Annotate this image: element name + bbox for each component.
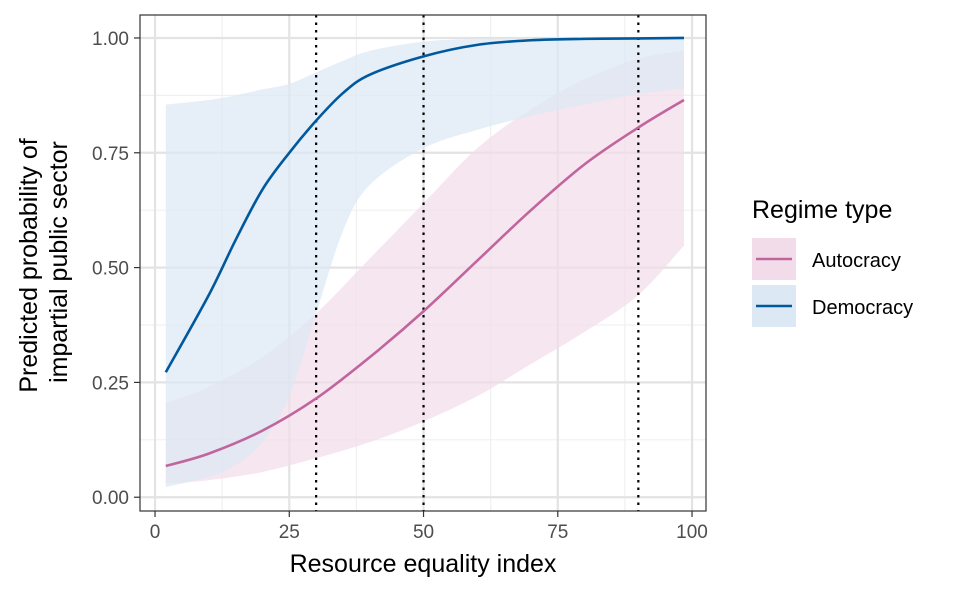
x-tick-label-0: 0	[150, 522, 161, 543]
legend-item-autocracy: Autocracy	[752, 238, 901, 280]
x-axis-title: Resource equality index	[290, 550, 557, 578]
x-tick-label-2: 50	[413, 522, 434, 543]
x-tick-label-4: 100	[676, 522, 708, 543]
y-axis-title-line-2: impartial public sector	[45, 141, 73, 383]
confidence-bands	[165, 37, 684, 488]
legend: Regime type Autocracy Democracy	[752, 196, 913, 327]
legend-item-democracy: Democracy	[752, 285, 913, 327]
y-tick-label-0: 0.00	[92, 488, 129, 509]
legend-title: Regime type	[752, 196, 892, 224]
reference-lines	[315, 15, 640, 511]
y-tick-label-3: 0.75	[92, 144, 129, 165]
y-axis-title-line-1: Predicted probability of	[15, 138, 43, 392]
y-tick-label-4: 1.00	[92, 29, 129, 50]
y-axis-title: Predicted probability of impartial publi…	[15, 131, 73, 392]
y-tick-label-2: 0.50	[92, 259, 129, 280]
legend-label-democracy: Democracy	[812, 297, 913, 319]
autocracy-line	[165, 98, 685, 468]
axis-ticks: 0 25 50 75 100 0.00 0.25 0.50 0.75 1.00	[92, 29, 708, 543]
series-lines	[164, 36, 685, 468]
x-tick-label-1: 25	[279, 522, 300, 543]
legend-label-autocracy: Autocracy	[812, 250, 901, 272]
y-tick-label-1: 0.25	[92, 373, 129, 394]
democracy-line	[164, 36, 684, 373]
x-tick-label-3: 75	[547, 522, 568, 543]
democracy-confidence-band	[165, 37, 684, 488]
